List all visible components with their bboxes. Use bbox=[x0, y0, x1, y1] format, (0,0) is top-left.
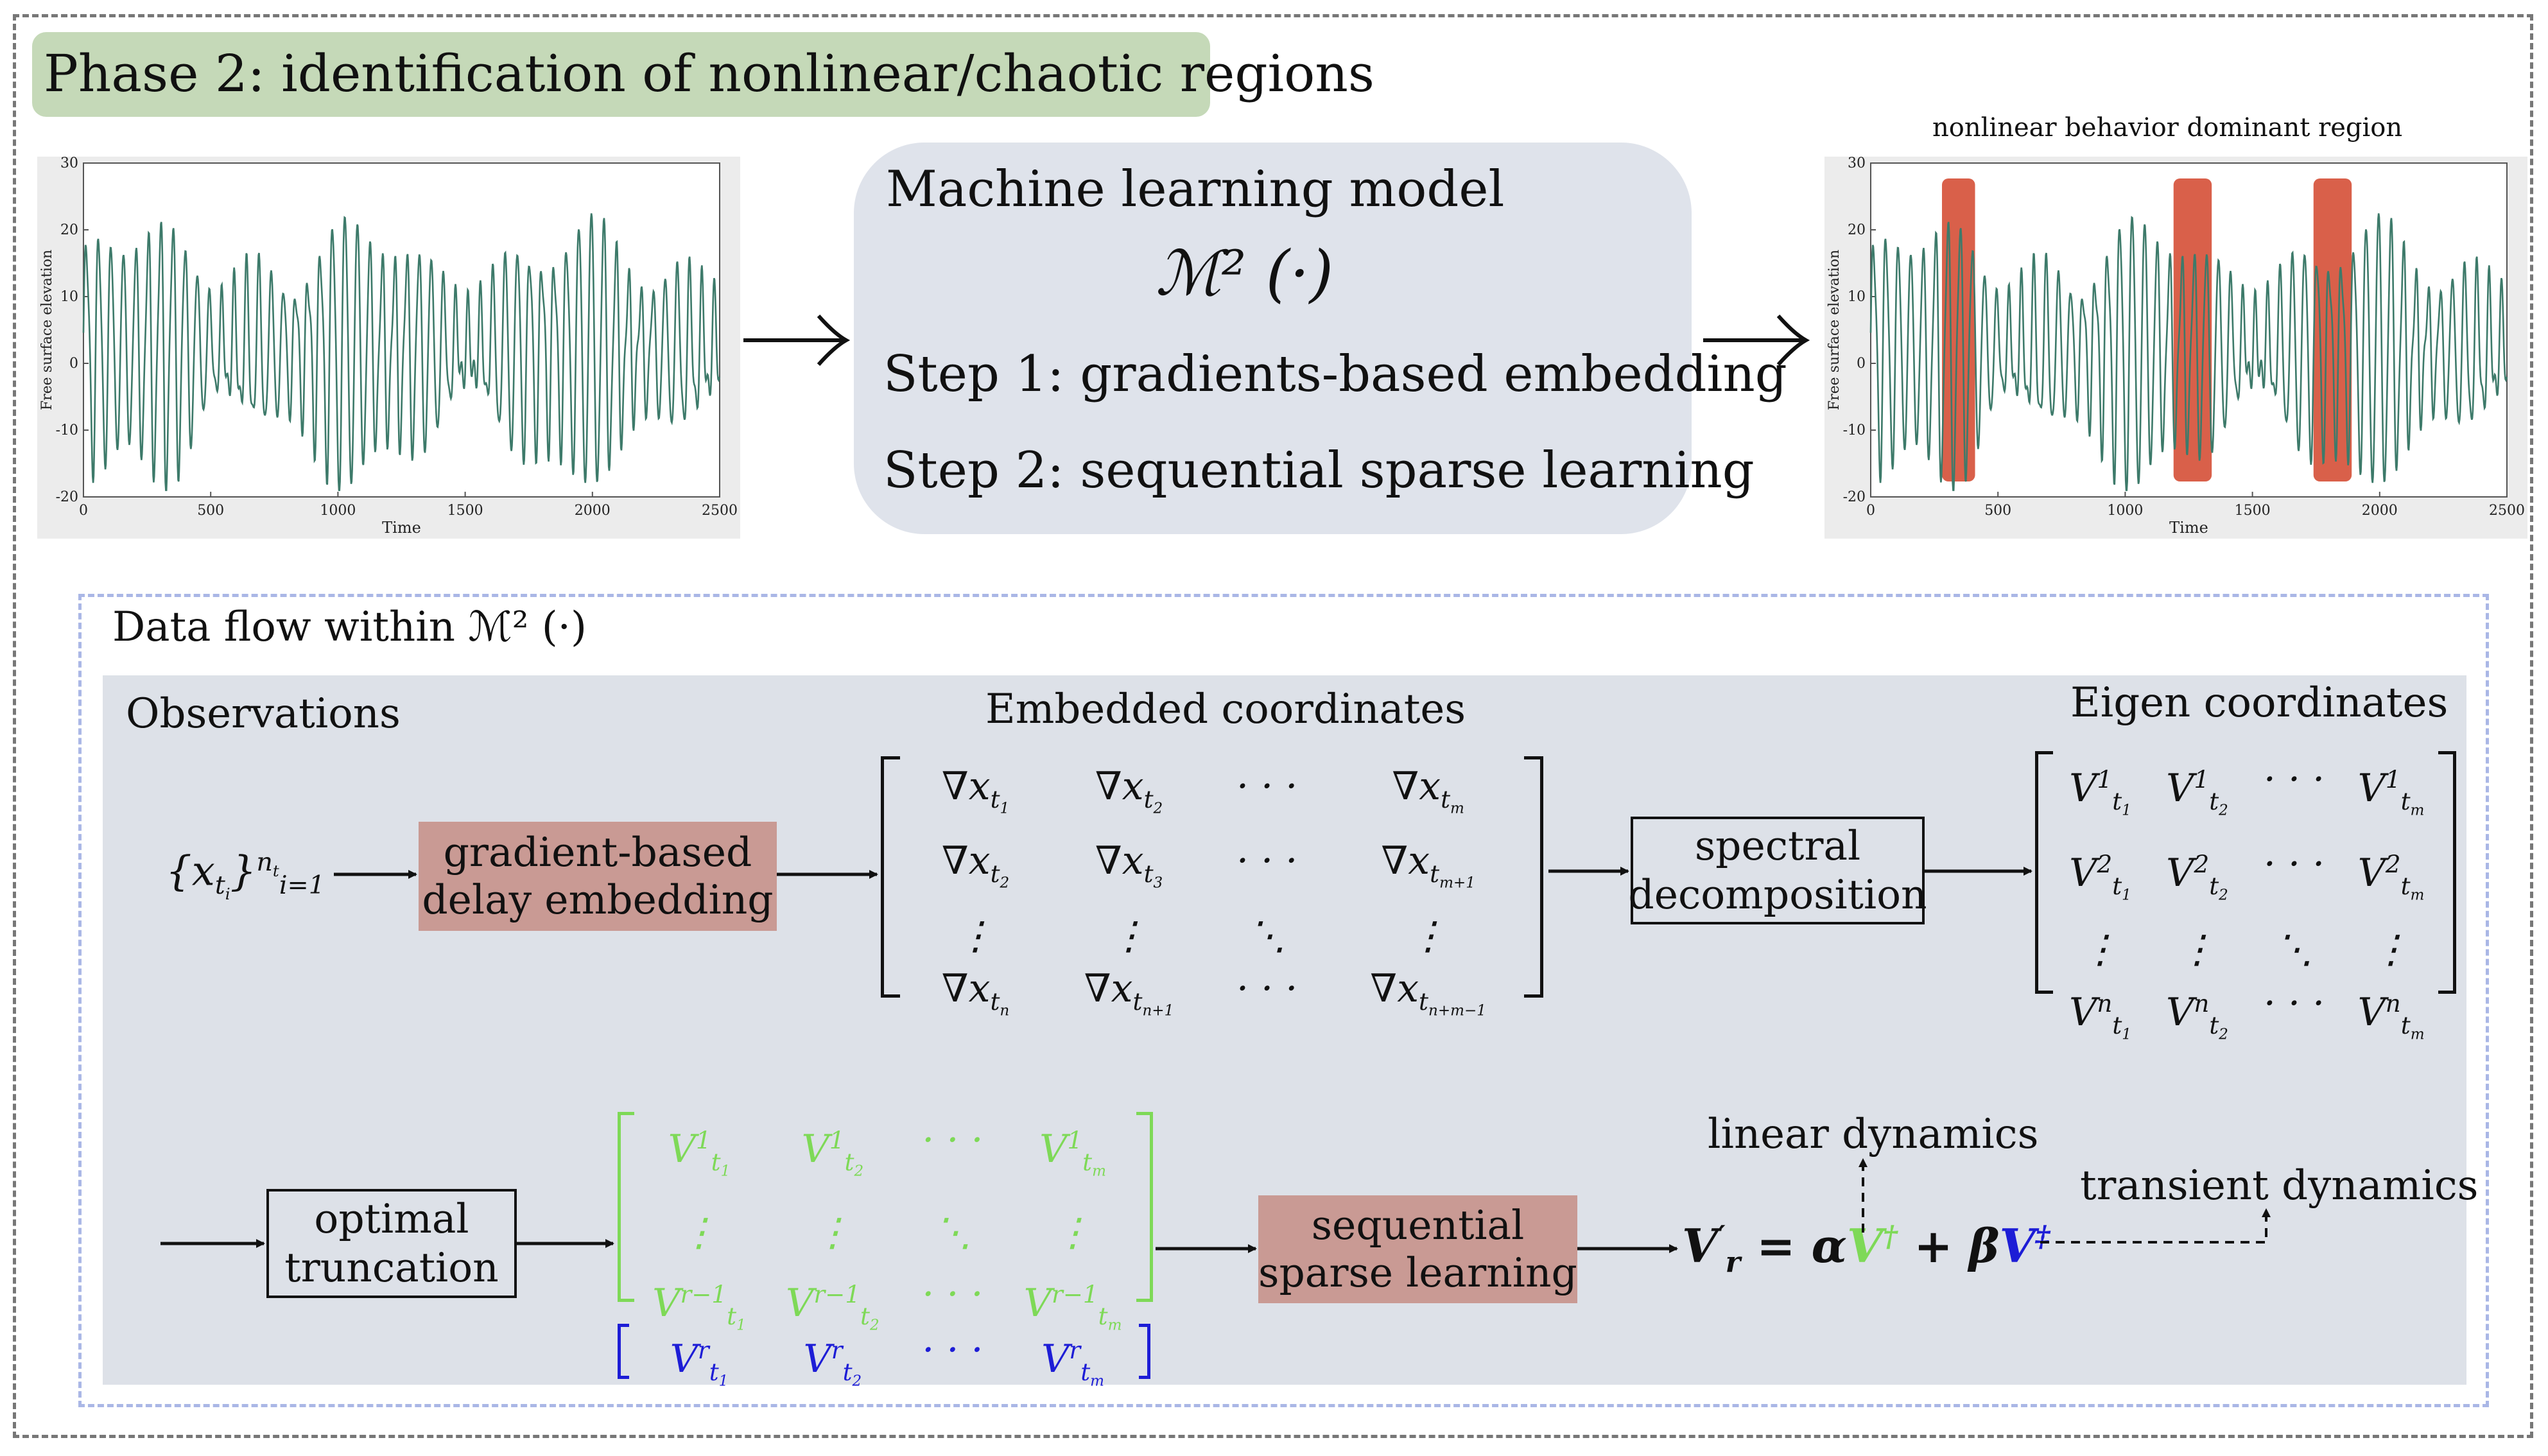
x-tick-label: 1500 bbox=[2235, 503, 2271, 519]
signal-series bbox=[82, 213, 721, 491]
left-time-series-plot: 30 20 10 0 -10 -20 0 500 1000 1500 2000 2500 Time Fre… bbox=[37, 157, 740, 539]
eigen-matrix-left-bracket bbox=[2035, 751, 2053, 994]
y-axis-label: Free surface elevation bbox=[39, 250, 55, 410]
x-tick-label: 1500 bbox=[447, 503, 483, 519]
phase-header: Phase 2: identification of nonlinear/cha… bbox=[32, 32, 1374, 117]
y-tick-label: 0 bbox=[1857, 356, 1866, 372]
y-tick-label: 30 bbox=[1848, 157, 1866, 171]
embedded-matrix: ∇xt1 ∇xt2 · · · ∇xtm ∇xt2 ∇xt3 · · · ∇xtm+1 ⋮ ⋮… bbox=[941, 764, 1486, 1019]
arrow-to-result bbox=[1703, 315, 1810, 366]
embedded-coordinates-label: Embedded coordinates bbox=[985, 686, 1466, 733]
y-tick-label: -10 bbox=[56, 422, 78, 438]
phase-title: Phase 2: identification of nonlinear/cha… bbox=[44, 44, 1374, 103]
y-axis-label: Free surface elevation bbox=[1826, 250, 1842, 410]
ml-model-title: Machine learning model bbox=[886, 160, 1505, 218]
y-tick-label: -20 bbox=[1843, 489, 1866, 505]
x-tick-label: 500 bbox=[1984, 503, 2011, 519]
gradient-delay-embedding-box: gradient-based delay embedding bbox=[419, 822, 777, 931]
eigen-matrix-right-bracket bbox=[2438, 751, 2456, 994]
embedded-matrix-left-bracket bbox=[881, 756, 900, 998]
y-tick-label: -20 bbox=[56, 489, 78, 505]
x-axis-label: Time bbox=[2169, 519, 2208, 537]
ml-model-box: Machine learning model ℳ² (·) Step 1: gr… bbox=[854, 143, 1787, 534]
observations-label: Observations bbox=[126, 690, 401, 738]
dashed-arrow-transient bbox=[2040, 1208, 2271, 1244]
y-tick-label: 20 bbox=[1848, 222, 1866, 238]
x-tick-label: 0 bbox=[79, 503, 88, 519]
spectral-decomposition-box: spectral decomposition bbox=[1628, 817, 1927, 924]
signal-series bbox=[1869, 213, 2508, 491]
truncated-matrix-right-bracket bbox=[1136, 1112, 1153, 1302]
y-tick-label: 20 bbox=[60, 222, 78, 238]
regression-equation: V′r = αV† + βV‡ bbox=[1682, 1218, 2050, 1279]
step-2-label: Step 2: sequential sparse learning bbox=[883, 442, 1755, 499]
dataflow-frame bbox=[78, 594, 2489, 1407]
x-axis-label: Time bbox=[382, 519, 421, 537]
linear-dynamics-label: linear dynamics bbox=[1708, 1111, 2039, 1158]
rth-row-left-bracket bbox=[618, 1324, 629, 1379]
optimal-truncation-box: optimal truncation bbox=[266, 1189, 517, 1298]
y-tick-label: 10 bbox=[60, 289, 78, 305]
dataflow-title: Data flow within ℳ² (·) bbox=[112, 603, 587, 651]
truncated-eigen-matrix: V1t1 V1t2 · · · V1tm ⋮ ⋮ ⋱ ⋮ Vr−1t1 Vr−1t2 · · ·… bbox=[652, 1118, 1122, 1334]
arrow-to-model bbox=[743, 315, 851, 366]
y-tick-label: 0 bbox=[69, 356, 78, 372]
observations-symbol: {xti}nti=1 bbox=[166, 847, 325, 904]
transient-dynamics-label: transient dynamics bbox=[2080, 1162, 2479, 1209]
right-plot-title: nonlinear behavior dominant region bbox=[1932, 113, 2403, 143]
eigen-coordinates-label: Eigen coordinates bbox=[2070, 679, 2448, 727]
x-tick-label: 0 bbox=[1866, 503, 1875, 519]
y-tick-label: 30 bbox=[60, 157, 78, 171]
x-tick-label: 2500 bbox=[702, 503, 738, 519]
x-tick-label: 1000 bbox=[320, 503, 356, 519]
y-tick-label: -10 bbox=[1843, 422, 1866, 438]
step-1-label: Step 1: gradients-based embedding bbox=[883, 345, 1787, 403]
rth-row-right-bracket bbox=[1139, 1324, 1150, 1379]
x-tick-label: 2000 bbox=[575, 503, 611, 519]
x-tick-label: 2000 bbox=[2362, 503, 2398, 519]
eigen-matrix: V1t1 V1t2 · · · V1tm V2t1 V2t2 · · · V2tm ⋮ ⋮ ⋱ ⋮… bbox=[2069, 757, 2425, 1043]
sequential-sparse-learning-box: sequential sparse learning bbox=[1258, 1195, 1577, 1303]
y-tick-label: 10 bbox=[1848, 289, 1866, 305]
rth-eigen-row: Vrt1 Vrt2 · · · Vrtm bbox=[670, 1328, 1105, 1390]
x-tick-label: 500 bbox=[197, 503, 224, 519]
truncated-matrix-left-bracket bbox=[618, 1112, 634, 1302]
x-tick-label: 2500 bbox=[2489, 503, 2525, 519]
embedded-matrix-right-bracket bbox=[1524, 756, 1543, 998]
right-time-series-plot: 30 20 10 0 -10 -20 0 500 1000 1500 2000 2500 Time Fre… bbox=[1824, 157, 2527, 539]
outer-frame bbox=[13, 14, 2533, 1438]
ml-model-symbol: ℳ² (·) bbox=[1156, 238, 1334, 309]
x-tick-label: 1000 bbox=[2107, 503, 2143, 519]
